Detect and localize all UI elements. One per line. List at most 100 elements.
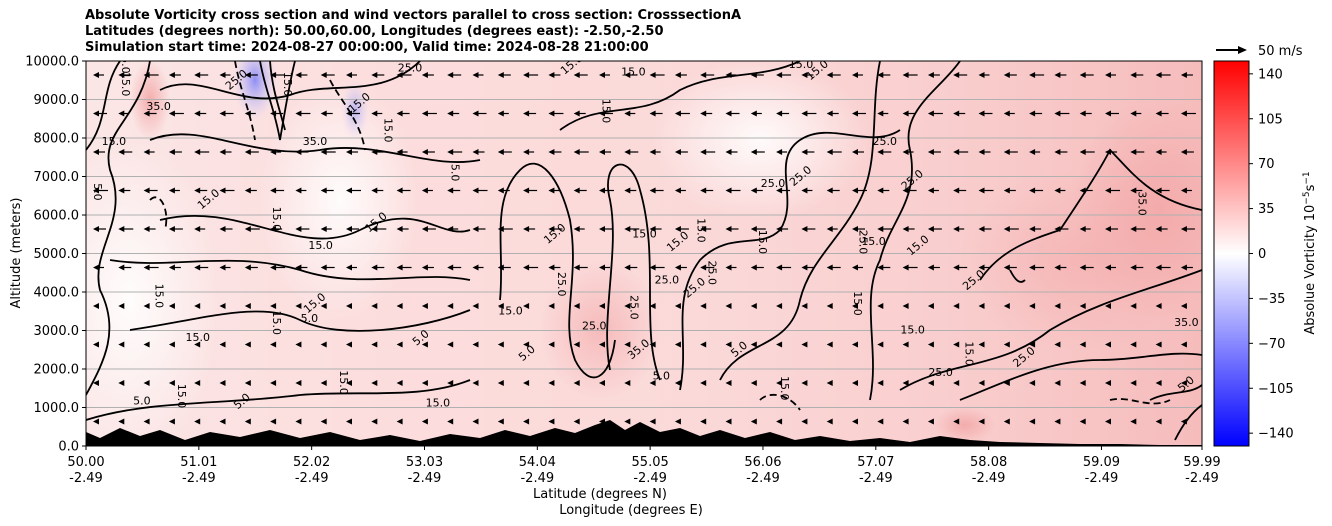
colorbar-label-exponent: −5 [1302, 191, 1312, 204]
wind-vector-head [700, 110, 707, 117]
wind-vector-head [573, 380, 580, 386]
wind-vector-head [750, 110, 757, 117]
wind-vector-head [877, 110, 884, 117]
colorbar-tick-label: 70 [1258, 157, 1275, 172]
wind-vector-head [548, 264, 555, 271]
x-tick-label-latitude: 54.04 [519, 455, 556, 470]
wind-vector-head [371, 187, 378, 194]
wind-vector-head [447, 187, 454, 194]
wind-vector-head [852, 380, 858, 386]
wind-vector-head [244, 149, 251, 155]
wind-vector-head [548, 418, 555, 425]
wind-vector-head [1155, 110, 1162, 117]
wind-vector-head [396, 418, 403, 425]
contour-label: 15.0 [102, 135, 127, 148]
contour-line [499, 162, 616, 379]
contour-line [159, 61, 421, 100]
wind-vector-head [346, 187, 352, 194]
wind-vector-head [371, 72, 378, 78]
wind-vector-head [674, 72, 681, 78]
wind-vector-head [649, 187, 656, 194]
x-tick-label-longitude: -2.49 [520, 471, 554, 486]
wind-vector-head [801, 380, 808, 386]
x-axis-label-longitude: Longitude (degrees E) [559, 503, 703, 518]
wind-vector-head [801, 418, 808, 425]
wind-vector-head [1155, 380, 1162, 386]
wind-vector-head [497, 72, 504, 78]
wind-vector-head [168, 187, 175, 194]
colorbar-label-text: Absolue Vorticity 10 [1303, 205, 1318, 335]
wind-vector-head [725, 303, 732, 309]
wind-vector-head [219, 226, 226, 232]
wind-vector-head [244, 226, 251, 232]
wind-vector-head [902, 264, 909, 271]
wind-vector-head [599, 341, 605, 348]
wind-vector-head [548, 72, 555, 78]
contour-label: 15.0 [270, 311, 283, 336]
wind-vector-head [1155, 226, 1162, 232]
colorbar-tick-label: −105 [1258, 382, 1294, 397]
wind-vector-head [624, 341, 631, 348]
wind-vector-head [902, 341, 909, 348]
wind-vector-head [978, 72, 985, 78]
wind-vector-head [472, 341, 479, 348]
wind-vector-head [194, 341, 201, 348]
wind-vector-head [346, 149, 352, 155]
wind-vector-head [902, 226, 909, 232]
wind-vector-head [1130, 303, 1137, 309]
contour-label: 15.0 [789, 58, 814, 71]
wind-vector-head [194, 149, 201, 155]
wind-vector-head [776, 418, 783, 425]
wind-vector-head [548, 380, 555, 386]
wind-vector-head [523, 303, 530, 309]
wind-vector-head [852, 72, 858, 78]
colorbar-gradient [1213, 60, 1250, 447]
wind-vector-head [801, 226, 808, 232]
contour-line-negative [329, 79, 366, 151]
vorticity-negative-region [233, 61, 277, 120]
wind-vector-head [244, 341, 251, 348]
wind-vector-head [1079, 72, 1086, 78]
wind-vector-head [776, 226, 783, 232]
wind-vector-head [1054, 72, 1061, 78]
wind-vector-head [523, 149, 530, 155]
wind-vector-head [953, 187, 960, 194]
wind-vector-head [219, 149, 226, 155]
wind-vector-head [649, 72, 656, 78]
wind-vector-head [801, 303, 808, 309]
wind-vector-head [1180, 341, 1187, 348]
x-tick-label-latitude: 59.09 [1083, 455, 1120, 470]
wind-vector-head [573, 226, 580, 232]
contour-line-negative [759, 393, 801, 411]
wind-vector-head [1180, 110, 1187, 117]
wind-vector-head [978, 187, 985, 194]
wind-vector-head [1180, 380, 1187, 386]
wind-vector-head [523, 418, 530, 425]
contour-label: 15.0 [694, 218, 707, 243]
wind-vector-head [826, 187, 833, 194]
contour-label: 35.0 [146, 100, 171, 113]
wind-vector-head [421, 72, 428, 78]
wind-vector-head [143, 149, 150, 155]
wind-vector-head [624, 226, 631, 232]
wind-vector-head [244, 418, 251, 425]
wind-vector-head [523, 380, 530, 386]
wind-vector-head [801, 264, 808, 271]
contour-label: 15.0 [185, 331, 210, 344]
wind-vector-head [750, 187, 757, 194]
wind-vector-head [826, 72, 833, 78]
wind-vector-head [396, 187, 403, 194]
contour-label: 5.0 [133, 395, 151, 408]
wind-vector-head [295, 72, 302, 78]
contour-label: 35.0 [1136, 191, 1149, 216]
wind-vector-head [649, 418, 656, 425]
wind-vector-head [927, 187, 934, 194]
wind-vector-head [346, 380, 352, 386]
wind-vector-head [219, 303, 226, 309]
wind-vector-head [421, 226, 428, 232]
wind-vector-head [143, 341, 150, 348]
wind-vector-head [978, 380, 985, 386]
colorbar-ticks: 140 105 70 35 0 −35 −70 −105 −140 [1249, 67, 1294, 442]
contour-line [149, 133, 481, 163]
wind-vector-head [674, 187, 681, 194]
